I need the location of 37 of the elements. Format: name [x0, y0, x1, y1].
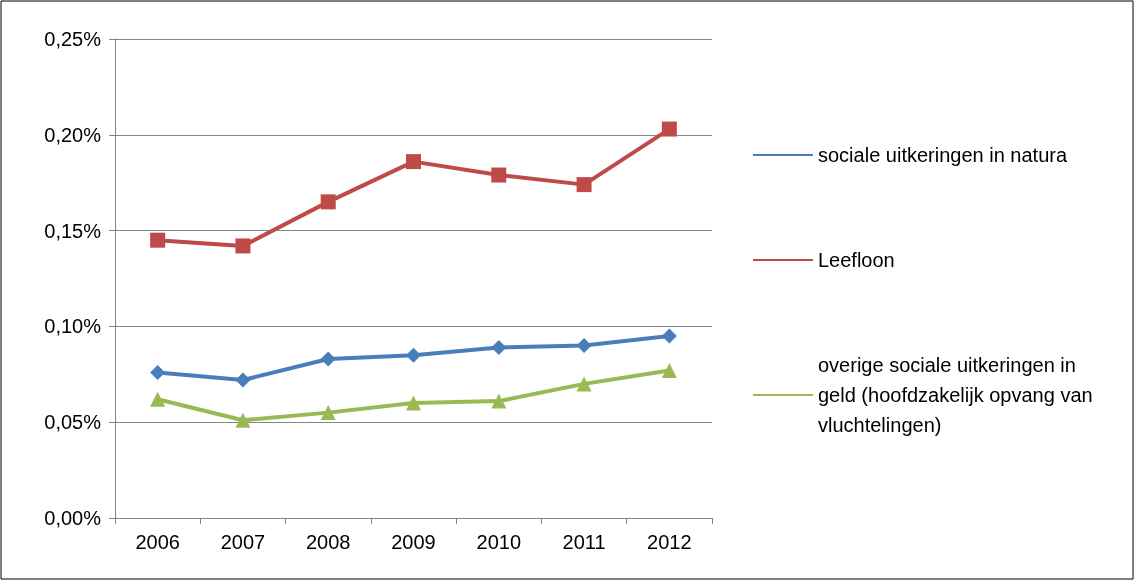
point — [491, 167, 507, 183]
point — [491, 393, 507, 409]
point — [235, 372, 251, 388]
y-tick-label: 0,10% — [44, 315, 102, 338]
y-tick-label: 0,05% — [44, 411, 102, 434]
point — [150, 364, 166, 380]
y-tick-label: 0,15% — [44, 219, 102, 242]
point — [235, 412, 251, 428]
legend-label: sociale uitkeringen in natura — [818, 144, 1068, 166]
point — [576, 376, 592, 392]
x-tick-label: 2007 — [220, 531, 266, 553]
x-tick-label: 2009 — [391, 531, 436, 553]
point — [320, 405, 336, 421]
legend-label: Leefloon — [818, 249, 895, 271]
y-tick-label: 0,20% — [44, 123, 102, 146]
point — [150, 232, 166, 248]
point — [150, 391, 166, 407]
x-tick-label: 2006 — [135, 531, 180, 553]
x-tick-label: 2012 — [647, 531, 692, 553]
point — [320, 351, 336, 367]
point — [661, 121, 677, 137]
point — [661, 328, 677, 344]
point — [406, 154, 421, 170]
point — [491, 339, 507, 355]
point — [235, 238, 251, 254]
x-tick-label: 2010 — [476, 531, 522, 553]
point — [320, 194, 336, 210]
x-tick-label: 2008 — [305, 531, 351, 553]
legend-label: overige sociale uitkeringen in geld (hoofdzakelijk opvang van vluchtelingen) — [818, 354, 1099, 436]
y-tick-label: 0,00% — [44, 507, 102, 529]
y-tick-label: 0,25% — [44, 28, 102, 50]
point — [406, 395, 421, 411]
point — [576, 338, 592, 354]
point — [576, 177, 592, 193]
x-tick-label: 2011 — [562, 531, 606, 553]
point — [406, 347, 421, 363]
point — [661, 362, 677, 378]
